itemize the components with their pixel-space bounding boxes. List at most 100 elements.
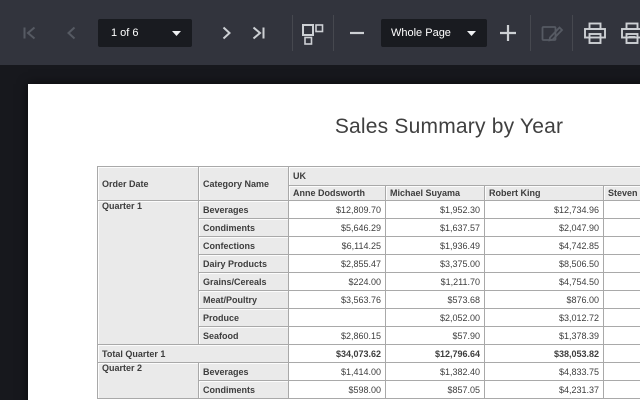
toolbar-separator (530, 15, 531, 51)
category-cell: Beverages (199, 201, 289, 219)
amount-cell (604, 291, 640, 309)
multi-page-layout-button[interactable] (297, 18, 327, 48)
amount-cell: $4,833.75 (485, 363, 604, 381)
zoom-level-value: Whole Page (381, 27, 467, 39)
amount-cell: $1,211.70 (386, 273, 485, 291)
amount-cell: $2,860.15 (289, 327, 386, 345)
amount-cell: $1,952.30 (386, 201, 485, 219)
amount-cell: $2,047.90 (485, 219, 604, 237)
viewer-toolbar: 1 of 6 Whole Page (0, 0, 640, 65)
first-page-button[interactable] (14, 18, 44, 48)
chevron-down-icon (467, 31, 487, 36)
category-cell: Seafood (199, 327, 289, 345)
employee-column-header: Anne Dodsworth (289, 186, 386, 201)
page-number-value: 1 of 6 (98, 27, 172, 39)
print-page-button[interactable] (617, 18, 640, 48)
amount-cell (604, 237, 640, 255)
previous-page-button[interactable] (56, 18, 86, 48)
table-header: Order DateCategory NameUKAnne DodsworthM… (98, 167, 640, 201)
amount-cell: $876.00 (485, 291, 604, 309)
toolbar-separator (292, 15, 293, 51)
total-amount-cell: $12,796.64 (386, 345, 485, 363)
zoom-in-button[interactable] (493, 18, 523, 48)
category-cell: Dairy Products (199, 255, 289, 273)
sales-summary-table: Order DateCategory NameUKAnne DodsworthM… (97, 166, 640, 399)
amount-cell (604, 273, 640, 291)
amount-cell: $8,506.50 (485, 255, 604, 273)
amount-cell: $3,375.00 (386, 255, 485, 273)
amount-cell: $3,012.72 (485, 309, 604, 327)
report-page: Sales Summary by Year Order DateCategory… (28, 84, 640, 400)
amount-cell: $12,809.70 (289, 201, 386, 219)
amount-cell: $573.68 (386, 291, 485, 309)
amount-cell: $857.05 (386, 381, 485, 399)
zoom-in-icon (499, 24, 517, 42)
report-title: Sales Summary by Year (28, 115, 640, 139)
header-row-country: Order DateCategory NameUK (98, 167, 640, 186)
category-cell: Produce (199, 309, 289, 327)
amount-cell: $1,637.57 (386, 219, 485, 237)
last-page-button[interactable] (243, 18, 273, 48)
table-body: Quarter 1Beverages$12,809.70$1,952.30$12… (98, 201, 640, 399)
employee-column-header: Steven (604, 186, 640, 201)
toolbar-separator (572, 15, 573, 51)
order-date-header: Order Date (98, 167, 199, 201)
total-amount-cell: $38,053.82 (485, 345, 604, 363)
first-page-icon (21, 25, 38, 41)
category-cell: Condiments (199, 381, 289, 399)
zoom-level-select[interactable]: Whole Page (381, 19, 487, 47)
country-group-header: UK (289, 167, 640, 186)
amount-cell: $57.90 (386, 327, 485, 345)
category-cell: Meat/Poultry (199, 291, 289, 309)
category-cell: Grains/Cereals (199, 273, 289, 291)
amount-cell: $1,936.49 (386, 237, 485, 255)
amount-cell (604, 381, 640, 399)
print-page-icon (620, 22, 640, 45)
amount-cell (604, 219, 640, 237)
amount-cell: $1,378.39 (485, 327, 604, 345)
edit-icon (541, 23, 564, 43)
amount-cell: $1,382.40 (386, 363, 485, 381)
employee-column-header: Robert King (485, 186, 604, 201)
quarter-group-cell: Quarter 2 (98, 363, 199, 399)
category-cell: Condiments (199, 219, 289, 237)
multi-page-layout-icon (301, 22, 324, 45)
amount-cell: $12,734.96 (485, 201, 604, 219)
print-button[interactable] (580, 18, 610, 48)
amount-cell: $598.00 (289, 381, 386, 399)
amount-cell: $3,563.76 (289, 291, 386, 309)
print-icon (583, 22, 607, 45)
zoom-out-icon (349, 31, 365, 35)
report-viewer-canvas[interactable]: Sales Summary by Year Order DateCategory… (0, 65, 640, 400)
total-label-cell: Total Quarter 1 (98, 345, 289, 363)
amount-cell: $4,742.85 (485, 237, 604, 255)
page-number-select[interactable]: 1 of 6 (98, 19, 192, 47)
edit-button[interactable] (537, 18, 567, 48)
amount-cell: $2,052.00 (386, 309, 485, 327)
amount-cell (604, 327, 640, 345)
amount-cell: $224.00 (289, 273, 386, 291)
last-page-icon (250, 25, 267, 41)
category-cell: Beverages (199, 363, 289, 381)
amount-cell (604, 201, 640, 219)
chevron-down-icon (172, 31, 192, 36)
amount-cell (604, 363, 640, 381)
category-name-header: Category Name (199, 167, 289, 201)
toolbar-separator (333, 15, 334, 51)
amount-cell: $6,114.25 (289, 237, 386, 255)
total-amount-cell: $34,073.62 (289, 345, 386, 363)
amount-cell (289, 309, 386, 327)
quarter-group-cell: Quarter 1 (98, 201, 199, 345)
total-amount-cell (604, 345, 640, 363)
zoom-out-button[interactable] (342, 18, 372, 48)
previous-page-icon (64, 25, 78, 41)
employee-column-header: Michael Suyama (386, 186, 485, 201)
amount-cell: $4,754.50 (485, 273, 604, 291)
table-row: Quarter 1Beverages$12,809.70$1,952.30$12… (98, 201, 640, 219)
amount-cell (604, 309, 640, 327)
next-page-button[interactable] (212, 18, 242, 48)
next-page-icon (220, 25, 234, 41)
total-row: Total Quarter 1$34,073.62$12,796.64$38,0… (98, 345, 640, 363)
table-row: Quarter 2Beverages$1,414.00$1,382.40$4,8… (98, 363, 640, 381)
amount-cell: $1,414.00 (289, 363, 386, 381)
